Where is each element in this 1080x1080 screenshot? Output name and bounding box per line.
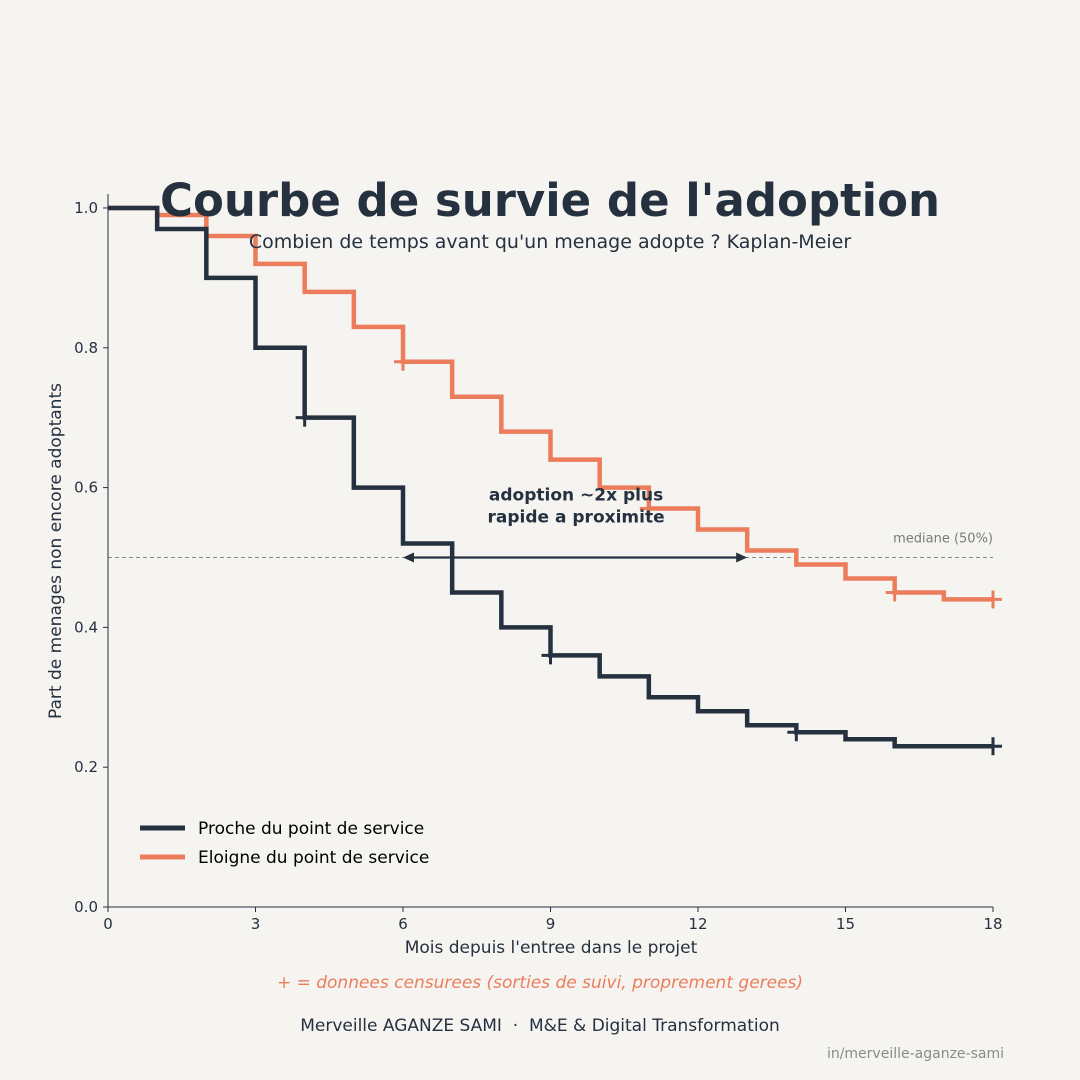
x-tick-label-3: 9: [546, 915, 556, 933]
y-tick-label-0: 0.0: [74, 898, 98, 916]
median-reference-label: mediane (50%): [893, 531, 993, 546]
median-gap-arrowhead-left: [403, 552, 414, 563]
y-axis-label: Part de menages non encore adoptants: [46, 383, 66, 719]
survival-curve-series-2: [108, 205, 993, 602]
y-tick-label-3: 0.6: [74, 479, 98, 497]
series-group: [108, 205, 1002, 756]
y-tick-label-4: 0.8: [74, 339, 98, 357]
x-tick-label-0: 0: [103, 915, 113, 933]
legend: Proche du point de service Eloigne du poi…: [140, 819, 429, 868]
annotation-text-line-1: adoption ~2x plus: [489, 485, 663, 505]
legend-label-series-1: Proche du point de service: [198, 819, 424, 839]
axes-group: 0 3 6 9 12 15 18 0.0 0.2 0.4 0.6 0.8 1.0: [74, 194, 1003, 933]
y-tick-label-5: 1.0: [74, 199, 98, 217]
y-tick-label-2: 0.4: [74, 618, 98, 636]
legend-label-series-2: Eloigne du point de service: [198, 848, 429, 868]
chart-title: Courbe de survie de l'adoption: [160, 174, 940, 227]
author-credit: Merveille AGANZE SAMI · M&E & Digital Tr…: [300, 1016, 780, 1036]
x-tick-label-4: 12: [688, 915, 707, 933]
censored-footnote: + = donnees censurees (sorties de suivi,…: [277, 973, 803, 993]
x-tick-label-5: 15: [836, 915, 855, 933]
median-gap-arrowhead-right: [736, 552, 748, 563]
x-tick-label-2: 6: [398, 915, 408, 933]
y-tick-label-1: 0.2: [74, 758, 98, 776]
survival-curve-series-1: [108, 205, 993, 749]
annotation-text-line-2: rapide a proximite: [488, 507, 665, 527]
x-tick-label-6: 18: [983, 915, 1002, 933]
linkedin-handle: in/merveille-aganze-sami: [827, 1046, 1004, 1062]
x-tick-label-1: 3: [251, 915, 261, 933]
x-axis-label: Mois depuis l'entree dans le projet: [405, 938, 698, 958]
chart-subtitle: Combien de temps avant qu'un menage adop…: [249, 231, 852, 253]
